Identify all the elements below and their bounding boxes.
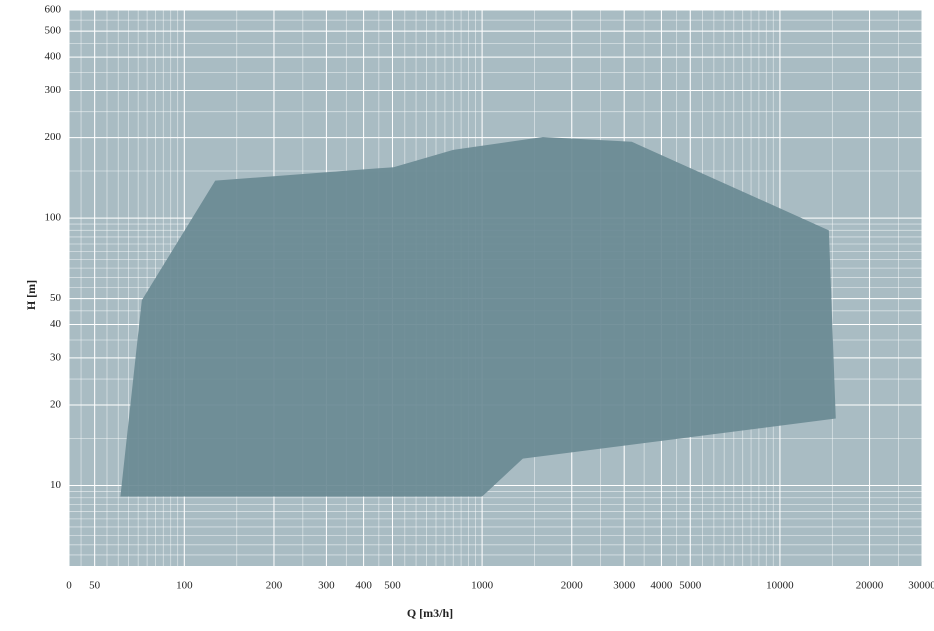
y-tick-label: 100 (45, 212, 62, 224)
x-tick-label: 1000 (471, 580, 494, 592)
y-tick-label: 600 (45, 4, 62, 16)
x-tick-label: 500 (384, 580, 401, 592)
y-tick-label: 50 (50, 292, 62, 304)
y-tick-label: 300 (45, 84, 62, 96)
y-tick-label: 30 (50, 351, 62, 363)
x-tick-label: 2000 (561, 580, 584, 592)
x-tick-label: 300 (318, 580, 335, 592)
x-tick-label: 3000 (613, 580, 636, 592)
x-tick-label: 50 (89, 580, 101, 592)
y-axis-label: H [m] (24, 280, 38, 310)
x-tick-label: 100 (176, 580, 193, 592)
area (120, 137, 836, 497)
x-tick-label: 4000 (650, 580, 673, 592)
x-tick-label: 200 (266, 580, 283, 592)
y-tick-label: 200 (45, 131, 62, 143)
y-tick-label: 500 (45, 25, 62, 37)
x-axis-label: Q [m3/h] (407, 606, 453, 620)
y-tick-label: 20 (50, 399, 62, 411)
x-tick-label: 20000 (856, 580, 884, 592)
y-tick-label: 40 (50, 318, 62, 330)
x-tick-label: 5000 (679, 580, 702, 592)
y-tick-label: 400 (45, 51, 62, 63)
y-tick-label: 10 (50, 479, 62, 491)
x-tick-label: 400 (355, 580, 372, 592)
x-tick-label: 0 (66, 580, 72, 592)
x-tick-label: 30000 (908, 580, 934, 592)
x-tick-label: 10000 (766, 580, 794, 592)
